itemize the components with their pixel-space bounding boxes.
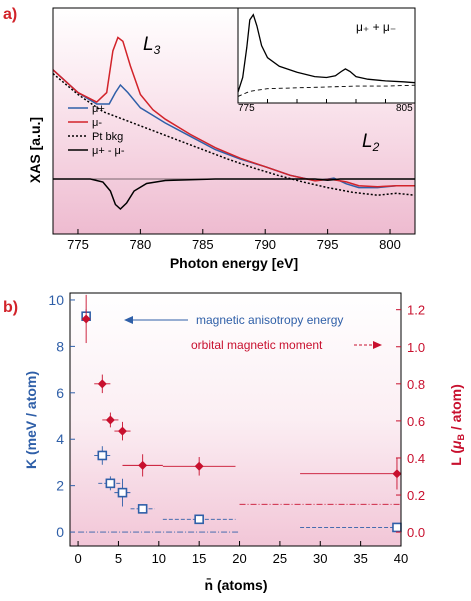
b-L-marker-4 — [138, 460, 148, 470]
b-right-tick-label-3: 0.6 — [407, 414, 425, 429]
b-x-tick-label-7: 35 — [353, 551, 367, 566]
xas-x-tick-label-5: 800 — [379, 237, 401, 252]
b-L-marker-1 — [97, 379, 107, 389]
annotation-l2-main: L — [362, 131, 373, 152]
b-L-point-0 — [81, 294, 91, 344]
xas-x-tick-label-4: 795 — [317, 237, 339, 252]
xas-x-tick-label-3: 790 — [254, 237, 276, 252]
b-left-tick-label-5: 10 — [48, 292, 64, 308]
legend-label-mu-plus: μ+ — [92, 103, 105, 115]
panel-a-label: a) — [3, 6, 17, 23]
b-right-tick-label-5: 1.0 — [407, 340, 425, 355]
b-left-axis-label: K (meV / atom) — [23, 371, 39, 469]
xas-x-tick-label-1: 780 — [130, 237, 152, 252]
b-x-tick-label-5: 25 — [273, 551, 287, 566]
legend-label-mu-minus: μ- — [92, 117, 102, 129]
b-right-tick-label-0: 0.0 — [407, 525, 425, 540]
xas-series-line-0 — [52, 69, 415, 189]
inset-frame — [237, 7, 416, 104]
b-L-point-6 — [300, 457, 402, 490]
annotation-orbital: orbital magnetic moment — [191, 338, 382, 352]
b-K-point-4 — [130, 504, 155, 514]
b-K-marker-5 — [194, 514, 204, 525]
b-x-tick-label-2: 10 — [152, 551, 166, 566]
annotation-l2-sub: 2 — [372, 140, 380, 154]
xas-series-line-1 — [52, 36, 415, 188]
b-K-marker-1 — [97, 450, 108, 461]
b-right-tick-label-1: 0.2 — [407, 488, 425, 503]
b-right-tick-label-2: 0.4 — [407, 451, 425, 466]
b-x-tick-label-3: 15 — [192, 551, 206, 566]
inset-xtick-label-1: 805 — [396, 103, 413, 114]
inset-series-line-1 — [237, 84, 416, 97]
b-K-point-5 — [162, 514, 236, 525]
annotation-l3-sub: 3 — [154, 43, 161, 57]
b-L-point-4 — [122, 454, 163, 477]
b-left-tick-label-2: 4 — [56, 431, 64, 447]
xas-inset: μ₊ + μ₋ 775 805 — [237, 7, 416, 114]
legend-label-pt-bkg: Pt bkg — [92, 131, 123, 143]
xas-series-line-3 — [53, 178, 415, 211]
b-L-point-5 — [162, 457, 236, 476]
xas-x-axis-label: Photon energy [eV] — [170, 255, 298, 271]
b-x-tick-label-0: 0 — [74, 551, 81, 566]
b-plot-frame — [69, 292, 402, 547]
b-L-point-1 — [94, 374, 111, 394]
b-K-point-1 — [94, 446, 111, 465]
b-K-marker-6 — [392, 522, 402, 533]
b-K-marker-2 — [105, 478, 116, 489]
b-L-marker-2 — [105, 415, 115, 425]
b-L-marker-6 — [392, 469, 402, 479]
b-x-tick-label-6: 30 — [313, 551, 327, 566]
xas-x-tick-label-0: 775 — [67, 237, 89, 252]
xas-chart: 775 780 785 790 795 800 μ+ μ- Pt bkg μ+ - μ- … — [27, 7, 416, 271]
b-L-marker-5 — [194, 461, 204, 471]
b-left-tick-label-3: 6 — [56, 385, 64, 401]
b-L-point-3 — [114, 421, 131, 441]
annotation-l2: L2 — [362, 131, 380, 154]
annotation-l3-main: L — [143, 34, 154, 55]
panel-b-label: b) — [3, 299, 18, 316]
xas-plot-frame — [52, 7, 416, 235]
b-K-point-3 — [114, 478, 131, 507]
b-right-tick-label-6: 1.2 — [407, 303, 425, 318]
xas-y-axis-label: XAS [a.u.] — [27, 117, 43, 183]
b-plot-background — [70, 293, 401, 546]
b-K-marker-3 — [117, 487, 128, 498]
b-L-marker-0 — [81, 314, 91, 324]
inset-label: μ₊ + μ₋ — [356, 20, 396, 34]
xas-legend: μ+ μ- Pt bkg μ+ - μ- — [68, 103, 125, 157]
b-K-marker-4 — [137, 504, 148, 514]
b-L-marker-3 — [117, 426, 127, 436]
inset-series-line-0 — [237, 13, 416, 93]
b-L-point-2 — [102, 412, 119, 428]
xas-x-tick-label-2: 785 — [192, 237, 214, 252]
xas-series-line-2 — [52, 73, 416, 196]
b-x-tick-label-4: 20 — [232, 551, 246, 566]
annotation-l3: L3 — [143, 34, 161, 57]
b-left-tick-label-0: 0 — [56, 524, 64, 540]
b-right-axis-label: L (μB / atom) — [448, 384, 466, 466]
b-right-tick-label-4: 0.8 — [407, 377, 425, 392]
b-K-point-2 — [98, 476, 123, 491]
annotation-orbital-text: orbital magnetic moment — [191, 338, 323, 352]
b-left-tick-label-4: 8 — [56, 338, 64, 354]
b-x-tick-label-8: 40 — [394, 551, 408, 566]
annotation-anisotropy-text: magnetic anisotropy energy — [196, 313, 343, 327]
legend-label-diff: μ+ - μ- — [92, 145, 125, 157]
arrow-orbital-head — [373, 341, 382, 349]
anisotropy-chart: 0 5 10 15 20 25 30 35 40 0 2 4 6 8 10 0.0 0.2 0.4 0.6 0.8 1.… — [23, 292, 466, 593]
inset-xtick-label-0: 775 — [238, 103, 255, 114]
b-x-tick-label-1: 5 — [115, 551, 122, 566]
arrow-anisotropy-head — [124, 316, 133, 324]
b-x-axis-label: n̄ (atoms) — [205, 576, 268, 593]
annotation-anisotropy: magnetic anisotropy energy — [124, 313, 343, 327]
b-left-tick-label-1: 2 — [56, 478, 64, 494]
